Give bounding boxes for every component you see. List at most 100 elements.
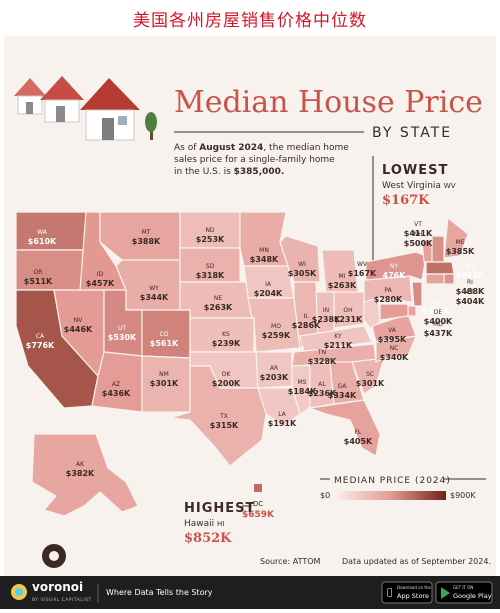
state-NY — [365, 251, 427, 281]
state-value: $263K — [328, 281, 357, 290]
state-value: $184K — [288, 387, 317, 396]
state-label-wv: WV$167K — [348, 261, 377, 278]
state-value: $200K — [212, 379, 241, 388]
state-abbr: LA — [278, 411, 286, 418]
google-play-icon — [441, 587, 450, 599]
lowest-value: $167K — [382, 193, 430, 208]
state-abbr: CA — [36, 333, 45, 340]
state-NH — [431, 235, 445, 263]
houses-illustration — [14, 76, 157, 141]
state-abbr: MO — [271, 323, 281, 330]
state-value: $305K — [288, 269, 317, 278]
state-label-oh: OH$231K — [334, 307, 363, 324]
state-abbr: NY — [390, 263, 398, 270]
state-label-sd: SD$318K — [196, 263, 225, 280]
source-text: Source: ATTOM — [260, 557, 320, 566]
state-label-de: DE$400K — [424, 309, 453, 326]
state-abbr: ID — [97, 271, 104, 278]
state-value: $400K — [424, 317, 453, 326]
intro-line-1: As of August 2024, the median home — [174, 143, 349, 153]
state-SC — [351, 357, 385, 395]
state-label-ma: MA$640K — [456, 263, 485, 280]
state-label-nc: NC$340K — [380, 345, 409, 362]
state-value: $388K — [132, 237, 161, 246]
state-value: $334K — [328, 391, 357, 400]
state-abbr: MS — [298, 379, 307, 386]
state-value: $203K — [260, 373, 289, 382]
state-abbr: PA — [384, 287, 392, 294]
legend-max: $900K — [450, 491, 476, 500]
state-abbr: IL — [303, 313, 309, 320]
state-abbr: WI — [298, 261, 306, 268]
legend-title: MEDIAN PRICE (2024) — [334, 476, 451, 486]
footer-bar: voronoi BY VISUAL CAPITALIST Where Data … — [0, 576, 500, 609]
state-CT — [425, 273, 445, 285]
state-abbr: SD — [206, 263, 215, 270]
google-play-label: Google Play — [453, 592, 492, 600]
state-value: $405K — [344, 437, 373, 446]
state-value: $436K — [102, 389, 131, 398]
state-value: $561K — [150, 339, 179, 348]
state-label-vt: VT$411K — [404, 221, 433, 238]
state-abbr: MD — [433, 321, 443, 328]
state-ME — [443, 216, 469, 259]
state-label-mt: MT$388K — [132, 229, 161, 246]
state-abbr: MI — [339, 273, 346, 280]
state-value: $404K — [456, 297, 485, 306]
state-value: $191K — [268, 419, 297, 428]
subtitle: BY STATE — [372, 125, 452, 141]
state-value: $204K — [254, 289, 283, 298]
lowest-state: West Virginia WV — [382, 181, 456, 191]
state-value: $457K — [86, 279, 115, 288]
state-label-va: VA$395K — [378, 327, 407, 344]
state-MT — [99, 211, 181, 261]
state-label-mi: MI$263K — [328, 273, 357, 290]
state-value: $301K — [150, 379, 179, 388]
state-label-az: AZ$436K — [102, 381, 131, 398]
footer-brand: voronoi — [32, 580, 83, 594]
map-canvas: Median House Price BY STATE As of August… — [14, 76, 491, 568]
banner-title: 美国各州房屋销售价格中位数 — [133, 11, 367, 31]
state-abbr: NM — [159, 371, 169, 378]
dc-swatch — [254, 484, 262, 492]
state-label-ok: OK$200K — [212, 371, 241, 388]
state-abbr: KY — [334, 333, 342, 340]
state-abbr: AL — [318, 381, 326, 388]
state-abbr: NH — [414, 231, 423, 238]
legend-gradient-bar — [336, 491, 446, 500]
state-label-mn: MN$348K — [250, 247, 279, 264]
updated-text: Data updated as of September 2024. — [342, 557, 491, 566]
state-label-pa: PA$280K — [374, 287, 403, 304]
state-abbr: ME — [456, 239, 465, 246]
state-abbr: MA — [465, 263, 475, 270]
state-label-fl: FL$405K — [344, 429, 373, 446]
state-abbr: ND — [205, 227, 214, 234]
state-label-nh: NH$500K — [404, 231, 433, 248]
state-label-nd: ND$253K — [196, 227, 225, 244]
state-label-al: AL$236K — [308, 381, 337, 398]
us-map — [15, 211, 469, 517]
state-abbr: TX — [219, 413, 228, 420]
state-value: $318K — [196, 271, 225, 280]
state-label-co: CO$561K — [150, 331, 179, 348]
state-abbr: VA — [388, 327, 397, 334]
state-abbr: IN — [323, 307, 329, 314]
legend: MEDIAN PRICE (2024) $0 $900K — [320, 476, 486, 500]
state-KY — [299, 325, 373, 353]
state-abbr: OR — [34, 269, 43, 276]
state-value: $511K — [24, 277, 53, 286]
state-label-ak: AK$382K — [66, 461, 95, 478]
state-AK — [31, 433, 139, 517]
google-play-button[interactable]: GET IT ON Google Play — [435, 581, 493, 604]
state-abbr: RI — [467, 279, 473, 286]
state-value: $211K — [324, 341, 353, 350]
state-OH — [333, 291, 365, 329]
state-value: $239K — [212, 339, 241, 348]
state-label-nv: NV$446K — [64, 317, 93, 334]
state-label-wi: WI$305K — [288, 261, 317, 278]
legend-min: $0 — [320, 491, 330, 500]
state-label-il: IL$286K — [292, 313, 321, 330]
infographic-card: Median House Price BY STATE As of August… — [4, 36, 496, 576]
app-store-button[interactable]:  Download on the App Store — [381, 581, 433, 604]
